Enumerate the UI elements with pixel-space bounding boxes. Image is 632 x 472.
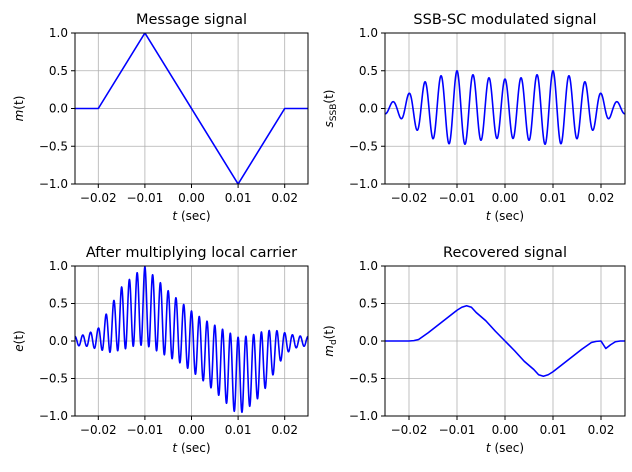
y-tick-label: −0.5	[39, 139, 68, 153]
x-tick-label: −0.01	[127, 423, 164, 437]
x-tick-label: −0.01	[439, 191, 476, 205]
y-axis-label: e(t)	[12, 330, 26, 351]
y-tick-label: 0.5	[49, 297, 68, 311]
x-axis-label: t (sec)	[172, 441, 210, 455]
y-tick-label: 0.0	[359, 102, 378, 116]
y-tick-label: −0.5	[39, 372, 68, 386]
x-tick-label: 0.00	[178, 423, 205, 437]
subplot-title: After multiplying local carrier	[86, 245, 297, 261]
subplot-1: −0.02 −0.01 0.00 0.01 0.02 −1.0 −0.5 0.0 0.5 1.0 M…	[12, 12, 309, 223]
series-line	[75, 266, 308, 414]
x-tick-label: 0.00	[492, 423, 519, 437]
y-axis-label: sSSB(t)	[322, 90, 339, 128]
subplot-3: −0.02 −0.01 0.00 0.01 0.02 −1.0 −0.5 0.0 0.5 1.0 A…	[12, 245, 309, 455]
series-line	[385, 304, 625, 378]
x-tick-label: 0.00	[492, 191, 519, 205]
y-tick-label: 1.0	[49, 26, 68, 40]
x-tick-label: −0.02	[391, 191, 428, 205]
series-line	[75, 33, 308, 184]
y-axis-label: m(t)	[12, 96, 26, 122]
subplot-title: Message signal	[136, 12, 247, 28]
series-line	[385, 69, 625, 146]
x-tick-label: −0.02	[80, 423, 117, 437]
y-tick-label: −1.0	[39, 177, 68, 191]
subplot-title: Recovered signal	[443, 245, 567, 261]
y-tick-label: −1.0	[349, 177, 378, 191]
x-tick-label: 0.00	[178, 191, 205, 205]
x-axis-label: t (sec)	[486, 441, 524, 455]
y-tick-label: −1.0	[349, 409, 378, 423]
x-tick-label: 0.01	[540, 191, 567, 205]
y-tick-label: 0.0	[49, 334, 68, 348]
x-tick-label: 0.02	[588, 191, 615, 205]
y-tick-label: −1.0	[39, 409, 68, 423]
x-tick-label: 0.01	[540, 423, 567, 437]
x-tick-label: 0.01	[225, 191, 252, 205]
y-tick-label: 1.0	[49, 259, 68, 273]
x-tick-label: 0.02	[271, 423, 298, 437]
x-tick-label: 0.01	[225, 423, 252, 437]
y-tick-label: 0.5	[49, 64, 68, 78]
subplot-2: −0.02 −0.01 0.00 0.01 0.02 −1.0 −0.5 0.0 0.5 1.0 S…	[322, 12, 626, 223]
x-axis-label: t (sec)	[172, 209, 210, 223]
subplot-title: SSB-SC modulated signal	[413, 12, 596, 28]
y-tick-label: 0.0	[49, 102, 68, 116]
y-tick-label: 0.0	[359, 334, 378, 348]
y-tick-label: 1.0	[359, 259, 378, 273]
x-axis-label: t (sec)	[486, 209, 524, 223]
y-axis-label: md(t)	[322, 325, 339, 357]
y-tick-label: −0.5	[349, 139, 378, 153]
y-tick-label: 0.5	[359, 64, 378, 78]
x-tick-label: 0.02	[271, 191, 298, 205]
y-tick-label: 1.0	[359, 26, 378, 40]
x-tick-label: −0.02	[80, 191, 117, 205]
subplot-4: −0.02 −0.01 0.00 0.01 0.02 −1.0 −0.5 0.0 0.5 1.0 R…	[322, 245, 626, 455]
x-tick-label: −0.01	[439, 423, 476, 437]
x-tick-label: −0.02	[391, 423, 428, 437]
y-tick-label: 0.5	[359, 297, 378, 311]
y-tick-label: −0.5	[349, 372, 378, 386]
x-tick-label: 0.02	[588, 423, 615, 437]
x-tick-label: −0.01	[127, 191, 164, 205]
